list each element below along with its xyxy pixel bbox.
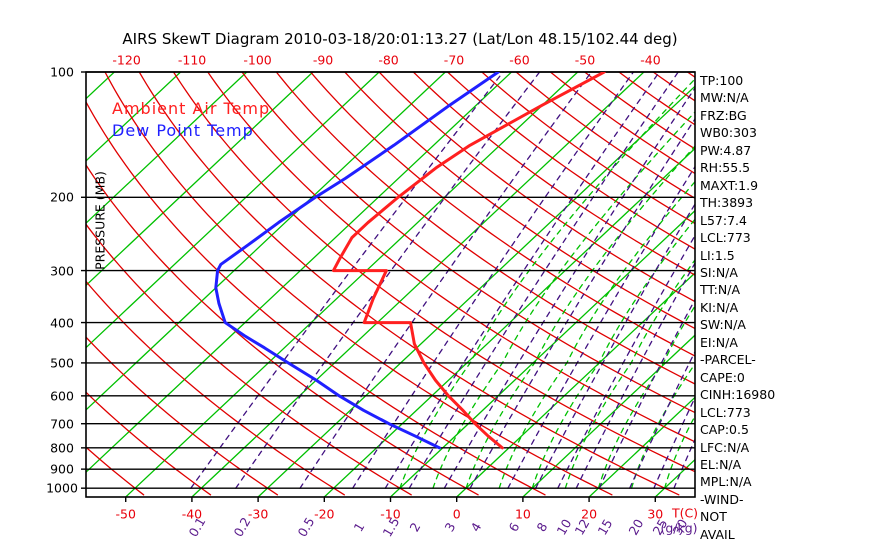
bottom-temp-tick-30: 30 [647,506,664,522]
info-panel-row: L57:7.4 [700,212,747,228]
bottom-temp-tick--50: -50 [115,506,136,522]
pressure-tick-600: 600 [50,388,74,404]
legend-ambient-air-temp: Ambient Air Temp [112,99,271,118]
bottom-temp-tick--30: -30 [247,506,269,522]
bottom-temp-tick--40: -40 [181,506,203,522]
info-panel-row: AVAIL [700,526,735,542]
page-title: AIRS SkewT Diagram 2010-03-18/20:01:13.2… [122,30,678,48]
top-temp-tick--60: -60 [509,52,530,68]
info-panel-row: MW:N/A [700,90,749,106]
info-panel-row: KI:N/A [700,299,739,315]
info-panel-row: FRZ:BG [700,107,747,123]
bottom-temp-tick--20: -20 [314,506,335,522]
pressure-tick-200: 200 [50,189,74,205]
y-axis-label: PRESSURE (MB) [92,171,108,270]
info-panel-row: LFC:N/A [700,439,750,455]
info-panel-row: WB0:303 [700,125,757,141]
pressure-tick-300: 300 [50,263,74,279]
info-panel-row: MPL:N/A [700,474,752,490]
top-temp-tick--120: -120 [112,52,141,68]
info-panel-row: RH:55.5 [700,160,751,176]
sounding-info-panel: TP:100 MW:N/A FRZ:BG WB0:303 PW:4.87 RH:55.5 M… [700,72,865,543]
info-panel-row: LCL:773 [700,230,751,246]
info-panel-row: LCL:773 [700,404,751,420]
pressure-tick-400: 400 [50,315,74,331]
pressure-tick-500: 500 [50,355,74,371]
bottom-temp-tick--10: -10 [380,506,401,522]
info-panel-row: PW:4.87 [700,142,752,158]
info-panel-row: SI:N/A [700,264,738,280]
info-panel-row: TP:100 [700,73,744,88]
top-temp-tick--70: -70 [443,52,465,68]
info-panel-row: LI:1.5 [700,247,735,263]
top-temp-tick--40: -40 [640,52,661,68]
info-panel-row: CINH:16980 [700,387,776,403]
top-temp-tick--80: -80 [378,52,399,68]
info-panel-row: NOT [700,509,727,525]
x-axis-label-temp: T(C) [671,505,699,521]
bottom-temp-tick-0: 0 [452,506,461,522]
info-panel-row: CAPE:0 [700,369,745,385]
info-panel-row: EL:N/A [700,456,742,472]
x-axis-label-mixing-ratio: (g/kg) [660,520,698,536]
sounding-curves [214,72,606,450]
pressure-tick-900: 900 [50,461,74,477]
info-panel-row: -WIND- [700,491,744,507]
info-panel-row: SW:N/A [700,317,746,333]
top-temp-tick--110: -110 [177,52,207,68]
bottom-temp-tick-10: 10 [514,506,531,522]
top-temp-tick--100: -100 [243,52,272,68]
info-panel-row: MAXT:1.9 [700,177,759,193]
top-temp-tick--90: -90 [312,52,334,68]
legend-dew-point-temp: Dew Point Temp [112,121,254,140]
bottom-temp-tick-20: 20 [581,506,598,522]
pressure-tick-700: 700 [50,416,74,432]
info-panel-row: TH:3893 [700,195,754,211]
info-panel-row: EI:N/A [700,334,738,350]
info-panel-row: TT:N/A [700,282,741,298]
pressure-tick-100: 100 [50,64,74,80]
axis-ticks [81,71,656,502]
info-panel-row: CAP:0.5 [700,422,749,438]
pressure-tick-800: 800 [50,440,74,456]
top-temp-tick--50: -50 [574,52,596,68]
pressure-tick-1000: 1000 [46,480,78,496]
info-panel-row: -PARCEL- [700,352,756,368]
mixing-ratio-lines [190,72,695,489]
